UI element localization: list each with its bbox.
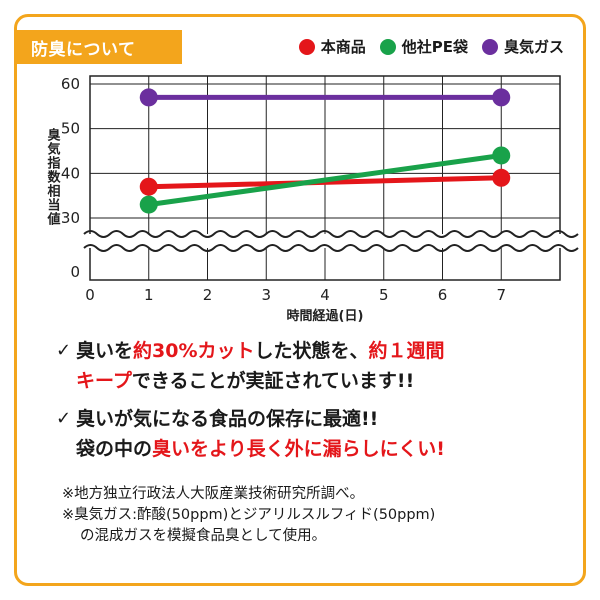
x-axis-label: 時間経過(日) [287,308,364,324]
data-point-1 [139,195,158,214]
claim-2-part: 袋の中の [76,438,153,460]
y-tick-label: 30 [61,209,80,227]
data-point-1 [492,146,511,165]
legend-item-odor-gas: 臭気ガス [481,36,564,57]
claim-2-highlight: 臭いをより長く外に漏らしにくい! [152,438,445,460]
series-line-1 [146,152,504,208]
x-tick-label: 5 [379,286,389,304]
section-title: 防臭について [17,30,182,64]
data-point-2 [139,88,158,107]
x-tick-label: 6 [438,286,448,304]
legend-label-other-pe-bag: 他社PE袋 [401,38,468,56]
y-tick-label: 60 [61,75,80,93]
claim-1-highlight: 約30%カット [133,340,255,362]
legend-marker-odor-gas [481,38,498,55]
x-tick-label: 0 [85,286,95,304]
x-tick-label: 4 [320,286,330,304]
footnotes: ※地方独立行政法人大阪産業技術研究所調べ。 ※臭気ガス:酢酸(50ppm)とジア… [56,484,576,547]
x-tick-label: 2 [203,286,213,304]
axis-break-gap [82,234,568,248]
y-tick-label: 0 [70,263,80,281]
claim-2: ✓ 臭いが気になる食品の保存に最適!! 袋の中の臭いをより長く外に漏らしにくい! [56,404,576,464]
data-point-0 [492,168,511,187]
claim-1-part: した状態を、 [254,340,369,362]
claim-1-text: 臭いを約30%カットした状態を、約１週間キープできることが実証されています!! [76,336,445,396]
x-tick-label: 1 [144,286,154,304]
claim-1-highlight: キープ [76,370,132,392]
check-icon: ✓ [56,340,72,361]
y-tick-label: 50 [61,120,80,138]
chart-legend: 本商品 他社PE袋 臭気ガス [298,36,564,57]
claim-1-highlight: 約１週間 [368,340,445,362]
footnote-gas-cont: の混成ガスを模擬食品臭として使用。 [80,528,327,544]
x-tick-label: 7 [496,286,506,304]
claim-2-text: 臭いが気になる食品の保存に最適!! 袋の中の臭いをより長く外に漏らしにくい! [76,404,445,464]
legend-item-other-pe-bag: 他社PE袋 [379,36,468,57]
data-point-2 [492,88,511,107]
legend-item-product: 本商品 [298,36,366,57]
footnote-source: ※地方独立行政法人大阪産業技術研究所調べ。 [62,486,365,502]
claim-1: ✓ 臭いを約30%カットした状態を、約１週間キープできることが実証されています!… [56,336,576,396]
footnote-gas: ※臭気ガス:酢酸(50ppm)とジアリルスルフィド(50ppm) [62,507,436,523]
check-icon: ✓ [56,408,72,429]
legend-label-odor-gas: 臭気ガス [503,38,564,56]
y-axis-label: 臭気指数相当値 [45,127,62,226]
legend-label-product: 本商品 [320,38,366,56]
claim-1-part: 臭いを [76,340,134,362]
axis-break-wave-top [83,230,579,238]
claim-1-part: できることが実証されています!! [131,370,415,392]
y-tick-label: 40 [61,164,80,182]
legend-marker-other-pe-bag [379,38,396,55]
claim-2-part: 臭いが気になる食品の保存に最適!! [76,408,379,430]
legend-marker-product [298,38,315,55]
data-point-0 [139,177,158,196]
x-tick-label: 3 [261,286,271,304]
claims-block: ✓ 臭いを約30%カットした状態を、約１週間キープできることが実証されています!… [56,336,576,472]
axis-break-wave-bottom [83,244,579,252]
